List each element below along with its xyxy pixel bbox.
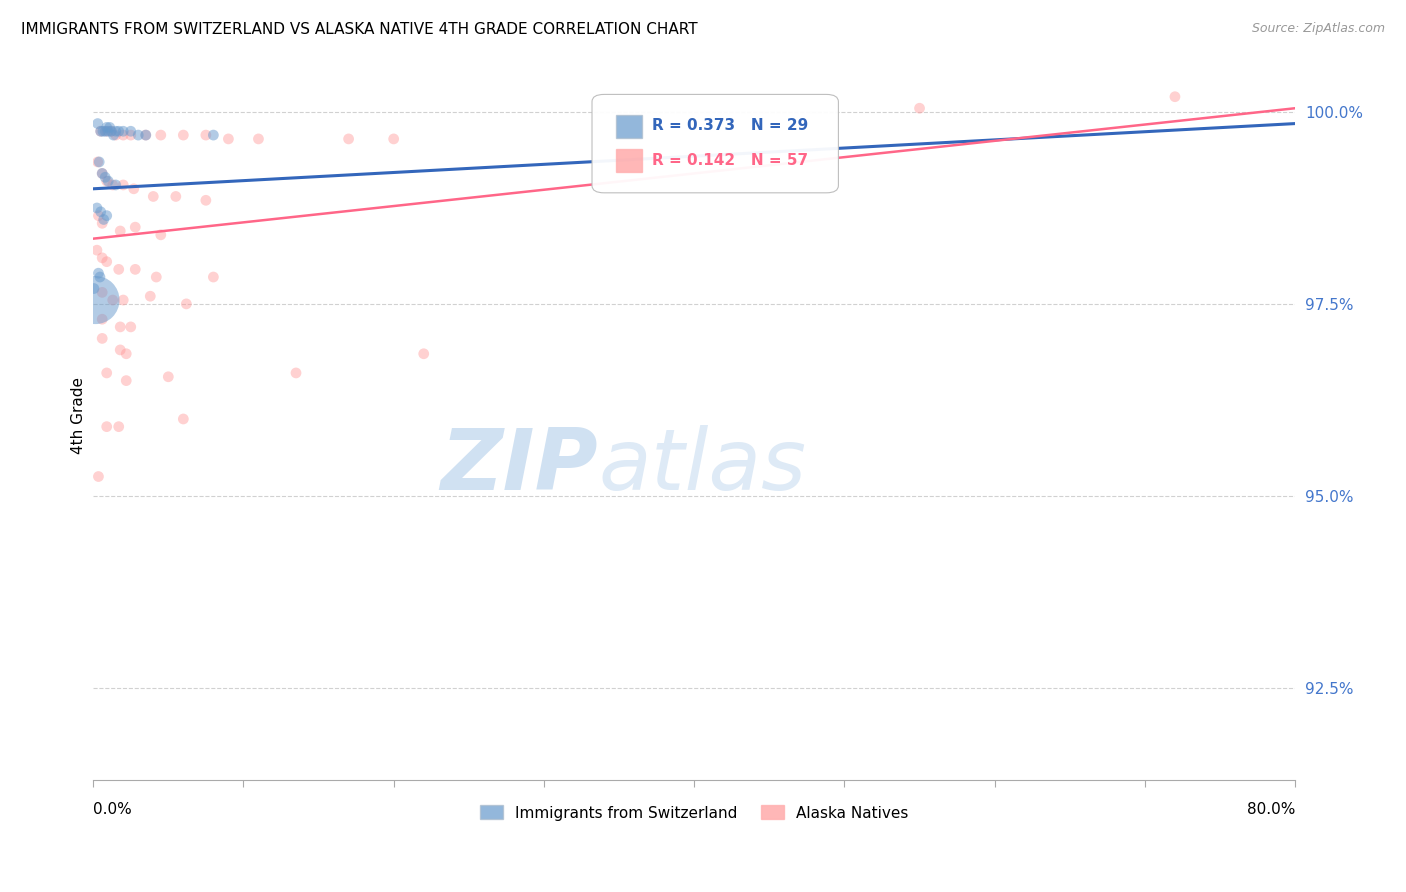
Point xyxy=(90,124,112,138)
Point xyxy=(91,216,114,230)
Point xyxy=(382,132,405,146)
Point xyxy=(91,124,114,138)
Point xyxy=(87,469,110,483)
Point xyxy=(91,251,114,265)
Point xyxy=(247,132,270,146)
Point xyxy=(103,128,125,142)
Point xyxy=(412,347,434,361)
Point xyxy=(104,128,127,142)
Point xyxy=(127,128,149,142)
Point xyxy=(94,170,117,185)
Point xyxy=(98,120,121,135)
Point xyxy=(86,117,108,131)
Point xyxy=(91,331,114,345)
Point xyxy=(87,266,110,280)
Point xyxy=(91,166,114,180)
Point xyxy=(96,124,118,138)
Point xyxy=(120,319,142,334)
Point xyxy=(90,124,112,138)
Point xyxy=(217,132,239,146)
Text: R = 0.142   N = 57: R = 0.142 N = 57 xyxy=(652,153,808,169)
Point xyxy=(91,312,114,326)
Point xyxy=(120,124,142,138)
Point xyxy=(908,101,931,115)
Point xyxy=(110,224,132,238)
Point xyxy=(1164,89,1187,103)
Point xyxy=(107,262,129,277)
Point xyxy=(91,166,114,180)
Point xyxy=(97,174,120,188)
Point xyxy=(135,128,157,142)
Text: ZIP: ZIP xyxy=(440,425,598,508)
Point xyxy=(101,293,124,307)
Point xyxy=(165,189,187,203)
Point xyxy=(90,204,112,219)
Point xyxy=(172,128,194,142)
Point xyxy=(87,209,110,223)
Point xyxy=(100,124,122,138)
Point xyxy=(135,128,157,142)
Text: atlas: atlas xyxy=(598,425,806,508)
Text: R = 0.373   N = 29: R = 0.373 N = 29 xyxy=(652,119,808,133)
Point xyxy=(202,270,225,285)
Point xyxy=(112,293,135,307)
Point xyxy=(112,128,135,142)
Point xyxy=(107,124,129,138)
Point xyxy=(202,128,225,142)
Point xyxy=(83,281,105,295)
Y-axis label: 4th Grade: 4th Grade xyxy=(72,376,86,454)
Point xyxy=(115,347,138,361)
Point xyxy=(110,343,132,357)
Text: 80.0%: 80.0% xyxy=(1247,802,1295,817)
Point xyxy=(124,220,146,235)
Point xyxy=(172,412,194,426)
Point xyxy=(142,189,165,203)
Point xyxy=(112,124,135,138)
Point xyxy=(96,254,118,268)
Point xyxy=(157,369,180,384)
Point xyxy=(96,366,118,380)
Point xyxy=(149,227,172,242)
Point xyxy=(91,285,114,300)
Point xyxy=(337,132,360,146)
Point xyxy=(96,120,118,135)
Point xyxy=(124,262,146,277)
Point xyxy=(93,212,115,227)
Point xyxy=(120,128,142,142)
Point xyxy=(145,270,167,285)
Text: Source: ZipAtlas.com: Source: ZipAtlas.com xyxy=(1251,22,1385,36)
Point xyxy=(176,297,198,311)
Point xyxy=(84,293,107,307)
Point xyxy=(194,128,217,142)
Point xyxy=(100,124,122,138)
Point xyxy=(89,270,111,285)
Point xyxy=(285,366,308,380)
Text: IMMIGRANTS FROM SWITZERLAND VS ALASKA NATIVE 4TH GRADE CORRELATION CHART: IMMIGRANTS FROM SWITZERLAND VS ALASKA NA… xyxy=(21,22,697,37)
FancyBboxPatch shape xyxy=(616,115,643,138)
Point xyxy=(96,419,118,434)
Point xyxy=(89,155,111,169)
Point xyxy=(97,124,120,138)
Legend: Immigrants from Switzerland, Alaska Natives: Immigrants from Switzerland, Alaska Nati… xyxy=(474,799,914,827)
Point xyxy=(96,209,118,223)
Point xyxy=(115,374,138,388)
Point xyxy=(96,174,118,188)
Point xyxy=(86,243,108,257)
Point xyxy=(104,178,127,192)
Point xyxy=(112,178,135,192)
Point xyxy=(104,124,127,138)
Point xyxy=(86,201,108,215)
Point xyxy=(101,178,124,192)
Point xyxy=(122,182,145,196)
FancyBboxPatch shape xyxy=(592,95,838,193)
Point xyxy=(139,289,162,303)
Point xyxy=(194,194,217,208)
Point xyxy=(107,419,129,434)
Point xyxy=(86,155,108,169)
Text: 0.0%: 0.0% xyxy=(93,802,132,817)
FancyBboxPatch shape xyxy=(616,149,643,172)
Point xyxy=(94,124,117,138)
Point xyxy=(149,128,172,142)
Point xyxy=(110,319,132,334)
